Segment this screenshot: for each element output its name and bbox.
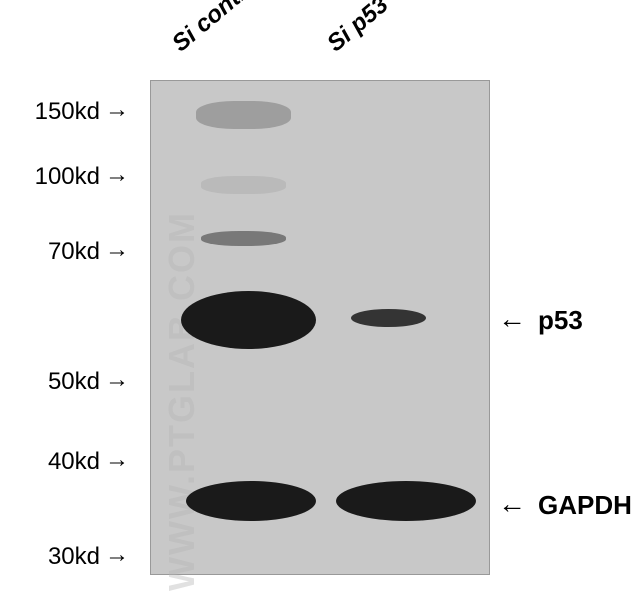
mw-label-30: 30kd <box>5 543 100 571</box>
watermark-text: WWW.PTGLAB.COM <box>161 211 203 591</box>
protein-arrow-p53: ← <box>498 303 526 335</box>
band-p53-control <box>181 291 316 349</box>
column-label-sip53: Si p53 <box>322 0 394 58</box>
mw-label-50: 50kd <box>5 368 100 396</box>
mw-label-40: 40kd <box>5 448 100 476</box>
band-p53-knockdown <box>351 309 426 327</box>
band-faint-150kd <box>196 101 291 129</box>
mw-arrow-100: → <box>105 161 129 189</box>
band-faint-100kd <box>201 176 286 194</box>
mw-arrow-50: → <box>105 366 129 394</box>
mw-arrow-30: → <box>105 541 129 569</box>
protein-label-p53: p53 <box>538 305 583 336</box>
mw-arrow-150: → <box>105 96 129 124</box>
column-label-control: Si control <box>167 0 270 58</box>
mw-arrow-70: → <box>105 236 129 264</box>
mw-arrow-40: → <box>105 446 129 474</box>
band-faint-70kd <box>201 231 286 246</box>
mw-label-70: 70kd <box>5 238 100 266</box>
protein-label-gapdh: GAPDH <box>538 490 632 521</box>
band-gapdh-knockdown <box>336 481 476 521</box>
mw-label-100: 100kd <box>5 163 100 191</box>
mw-label-150: 150kd <box>5 98 100 126</box>
band-gapdh-control <box>186 481 316 521</box>
blot-container: WWW.PTGLAB.COM Si control Si p53 150kd →… <box>0 0 640 590</box>
protein-arrow-gapdh: ← <box>498 488 526 520</box>
blot-membrane: WWW.PTGLAB.COM <box>150 80 490 575</box>
